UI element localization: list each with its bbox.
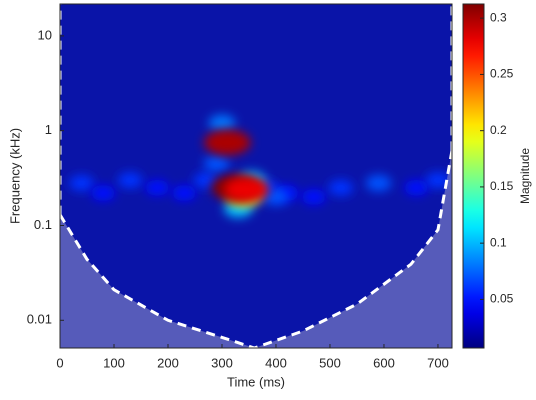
magnitude-spot [172,185,197,201]
x-axis-label: Time (ms) [227,374,285,389]
y-tick-label: 1 [45,122,52,137]
magnitude-spot [193,172,219,189]
x-tick-label: 700 [427,355,449,370]
x-tick-label: 400 [265,355,287,370]
magnitude-spot [208,114,236,132]
colorbar-tick-label: 0.15 [490,179,514,193]
magnitude-spot [328,179,354,196]
magnitude-spot [425,172,451,189]
colorbar-tick-label: 0.05 [490,292,514,306]
x-tick-label: 600 [373,355,395,370]
plot-frame [59,3,453,349]
x-tick-label: 300 [211,355,233,370]
colorbar-tick-label: 0.1 [490,235,507,249]
magnitude-spot [223,177,269,202]
magnitude-spot [145,179,170,196]
y-tick-label: 0.01 [27,312,52,327]
magnitude-spot [263,188,289,206]
colorbar [462,3,485,349]
magnitude-spot [203,155,230,172]
colorbar-tick-label: 0.2 [490,123,507,137]
magnitude-spot [404,179,429,196]
colorbar-label: Magnitude [518,148,532,204]
y-tick-label: 0.1 [34,217,52,232]
colorbar-tick-label: 0.3 [490,10,507,24]
y-axis-label: Frequency (kHz) [7,128,22,224]
coi-shade [60,150,452,348]
magnitude-spot [365,174,392,192]
magnitude-spot [203,129,251,156]
x-tick-label: 0 [56,355,63,370]
y-tick-label: 10 [38,27,52,42]
magnitude-spot [69,175,95,192]
plot-area [60,4,452,348]
magnitude-spot [117,172,143,189]
x-tick-label: 500 [319,355,341,370]
colorbar-tick-label: 0.25 [490,67,514,81]
x-tick-label: 100 [103,355,125,370]
magnitude-spot [301,189,326,205]
x-tick-label: 200 [157,355,179,370]
magnitude-spot [91,185,116,201]
coi-line [60,150,452,348]
